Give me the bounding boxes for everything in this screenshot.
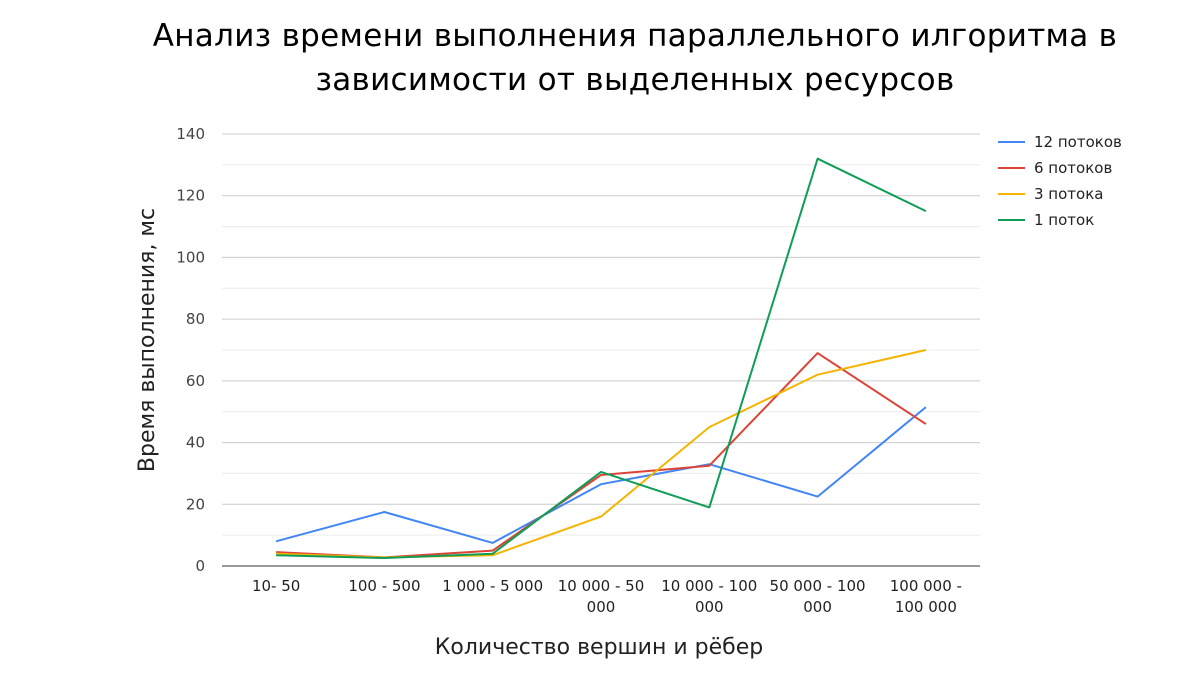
- chart-title: Анализ времени выполнения параллельного …: [152, 18, 1118, 98]
- x-axis-ticks: 10- 50 100 - 500 1 000 - 5 000 10 000 - 50 0…: [252, 577, 962, 616]
- legend: 12 потоков 6 потоков 3 потока 1 поток: [998, 133, 1122, 229]
- y-tick-label: 20: [186, 495, 205, 513]
- x-tick-label: 1 000 - 5 000: [442, 577, 543, 595]
- gridlines: [222, 133, 980, 567]
- x-axis-title: Количество вершин и рёбер: [435, 635, 763, 660]
- y-tick-label: 80: [186, 310, 205, 328]
- legend-label: 12 потоков: [1034, 133, 1122, 151]
- y-tick-label: 140: [176, 125, 205, 143]
- y-tick-label: 60: [186, 372, 205, 390]
- series-line-4: [276, 157, 927, 559]
- y-axis-ticks: 0 20 40 60 80 100 120 140: [176, 125, 205, 575]
- series-line-2: [276, 352, 927, 559]
- series-lines: [275, 157, 927, 559]
- legend-label: 3 потока: [1034, 185, 1103, 203]
- x-tick-label: 10 000 - 100 000: [661, 577, 757, 616]
- series-line-1: [275, 406, 927, 544]
- x-tick-label: 100 - 500: [348, 577, 420, 595]
- x-tick-label: 10 000 - 50 000: [558, 577, 645, 616]
- y-tick-label: 0: [195, 557, 205, 575]
- y-axis-title: Время выполнения, мс: [135, 208, 160, 472]
- y-tick-label: 40: [186, 434, 205, 452]
- x-tick-label: 100 000 -100 000: [890, 577, 962, 616]
- x-tick-label: 10- 50: [252, 577, 300, 595]
- y-tick-label: 120: [176, 187, 205, 205]
- x-tick-label: 50 000 - 100 000: [770, 577, 866, 616]
- legend-label: 1 поток: [1034, 211, 1094, 229]
- legend-label: 6 потоков: [1034, 159, 1112, 177]
- y-tick-label: 100: [176, 248, 205, 266]
